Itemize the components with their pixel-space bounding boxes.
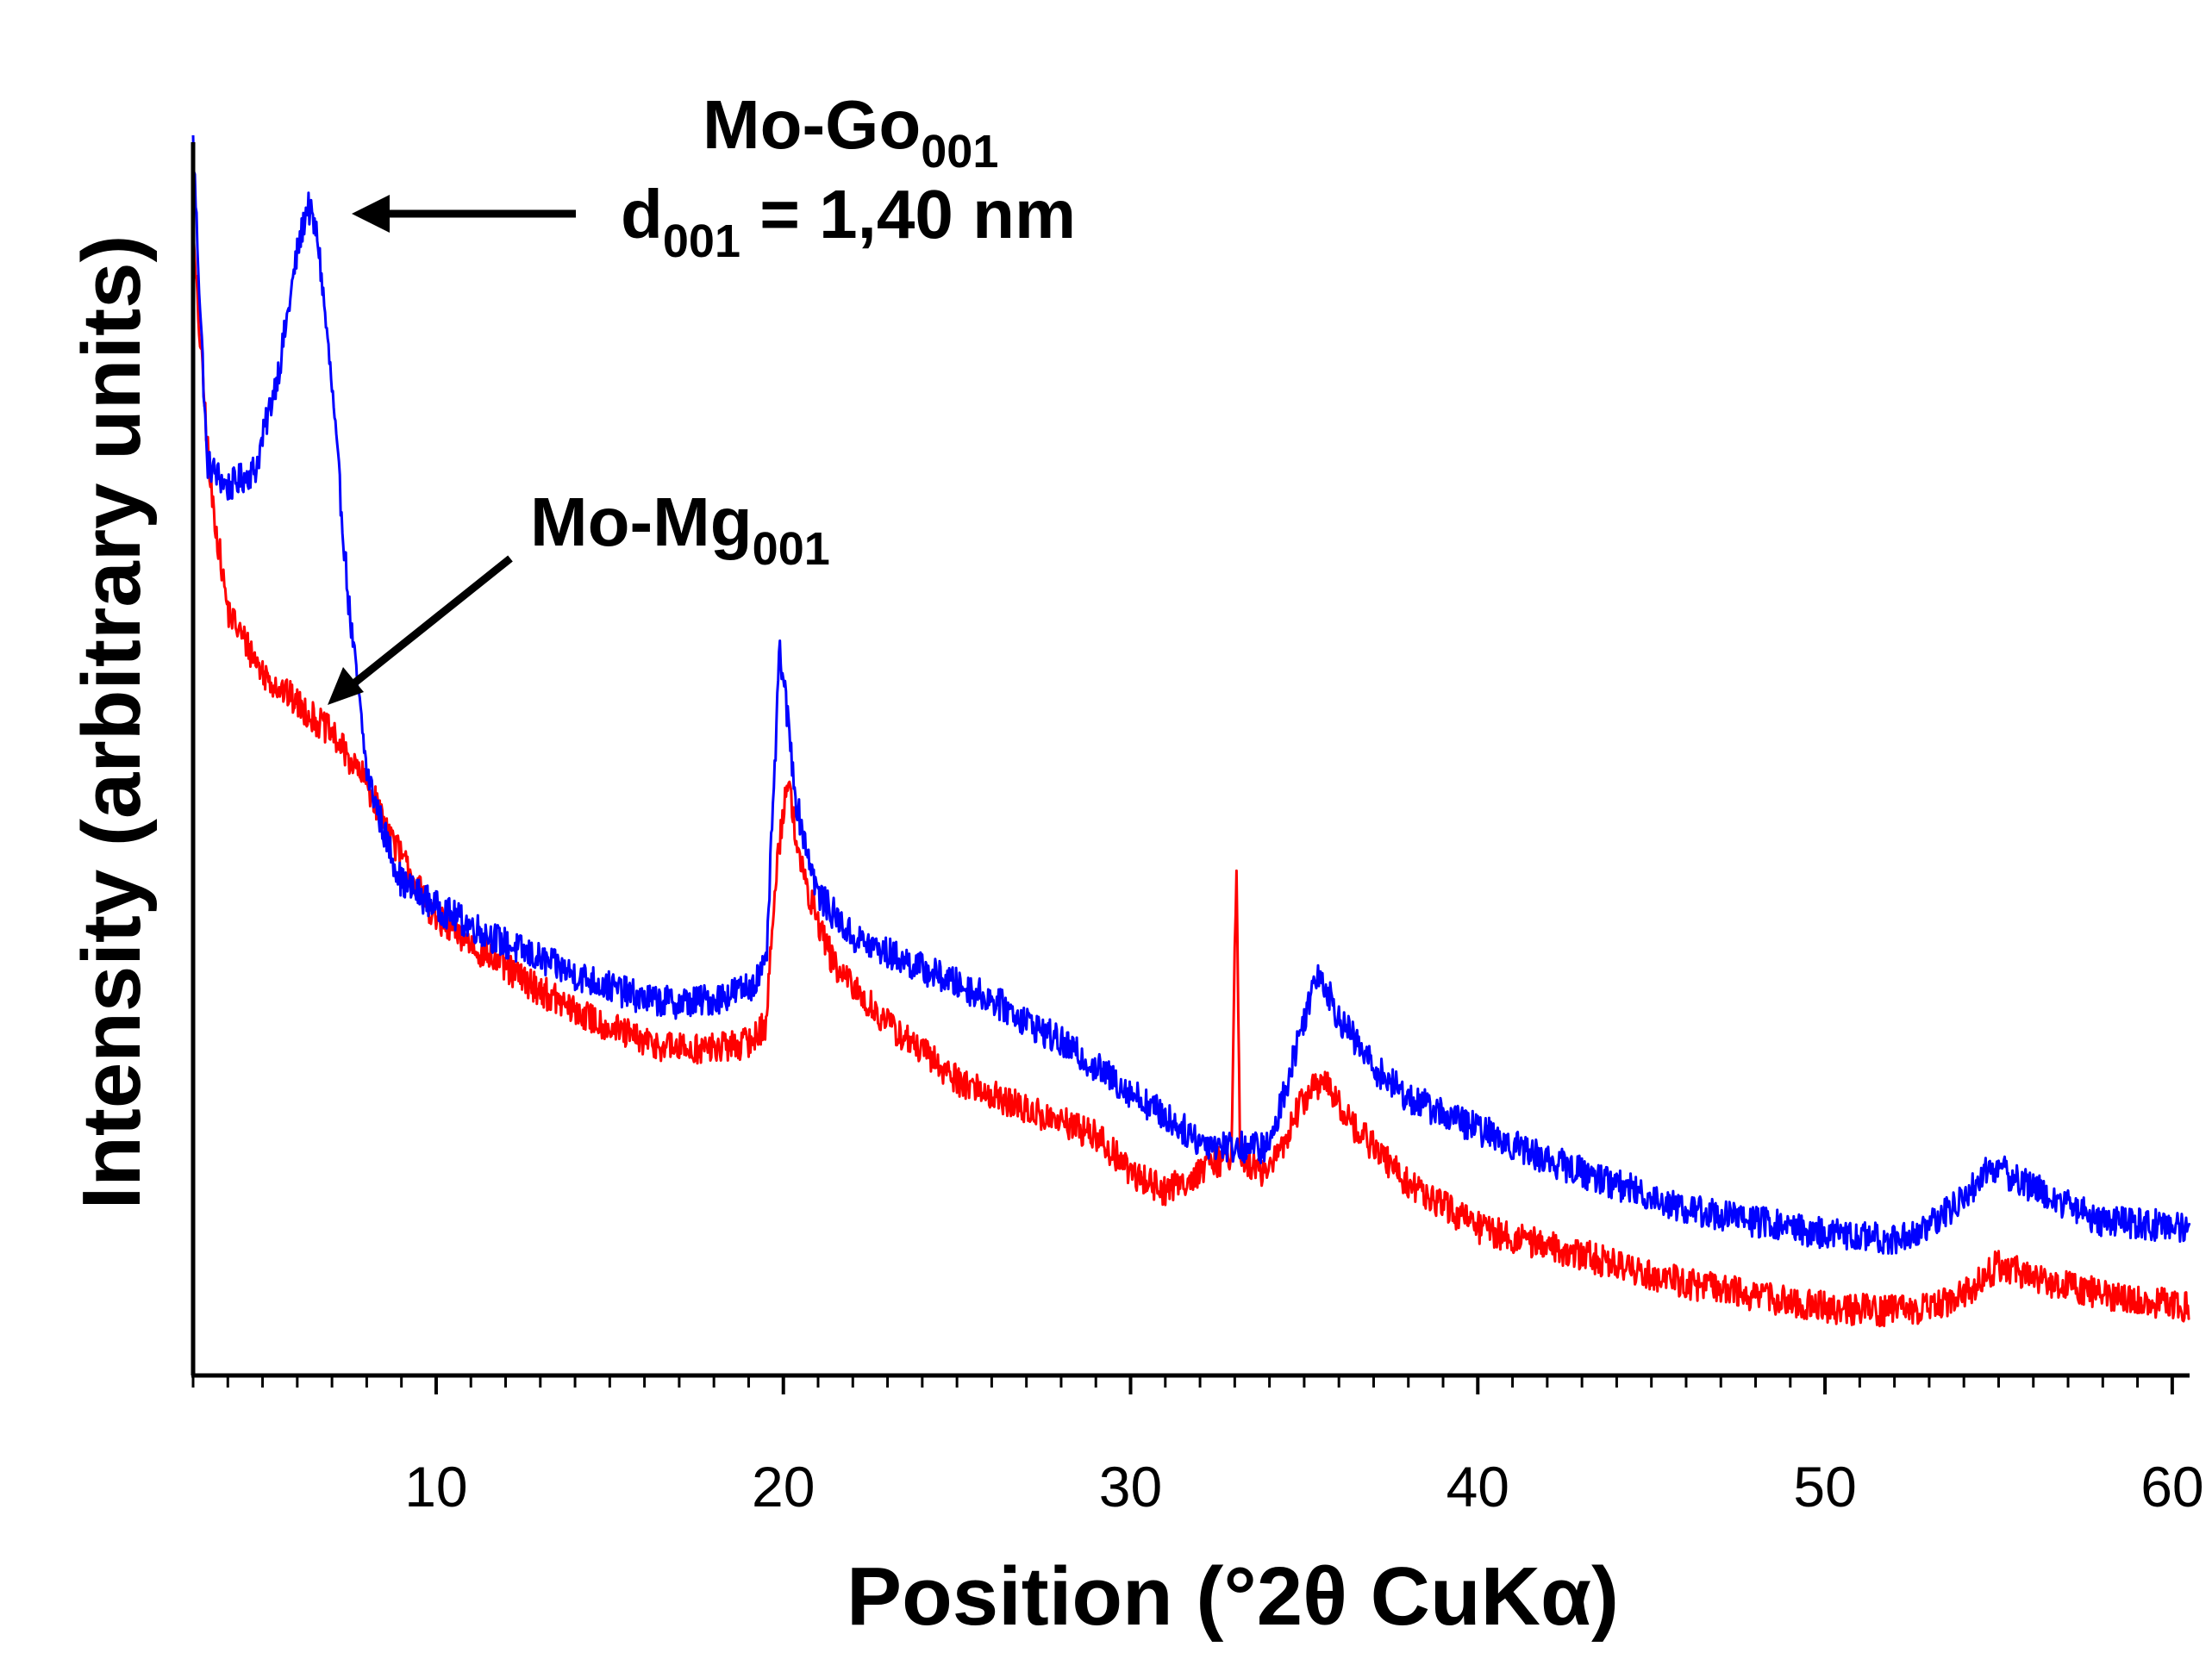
x-tick-label: 10 (404, 1455, 467, 1519)
series-line-mo-mg (191, 241, 2190, 1328)
x-axis-title: Position (°2θ CuKα) (847, 1550, 1619, 1643)
x-axis-tick-labels: 10 20 30 40 50 60 (404, 1455, 2203, 1519)
x-tick-label: 20 (752, 1455, 815, 1519)
x-axis-ticks (191, 1375, 2174, 1394)
series-line-mo-go (191, 134, 2191, 1255)
annotation-mo-go: Mo-Go001 d001 = 1,40 nm (352, 86, 1076, 267)
y-axis-title: Intensity (arbitrary units) (66, 235, 158, 1210)
x-tick-label: 50 (1793, 1455, 1856, 1519)
plot-area (191, 134, 2191, 1328)
annotation-mo-go-arrowhead (352, 195, 390, 233)
annotation-mo-mg-label: Mo-Mg001 (530, 483, 830, 575)
annotation-d001-label: d001 = 1,40 nm (621, 176, 1076, 267)
annotation-mo-mg-arrowhead (328, 667, 364, 705)
x-tick-label: 40 (1447, 1455, 1509, 1519)
annotation-mo-go-label: Mo-Go001 (703, 86, 998, 178)
annotation-mo-mg-arrow (349, 555, 513, 689)
x-tick-label: 30 (1099, 1455, 1162, 1519)
annotation-mo-mg: Mo-Mg001 (328, 483, 830, 705)
x-tick-label: 60 (2140, 1455, 2203, 1519)
